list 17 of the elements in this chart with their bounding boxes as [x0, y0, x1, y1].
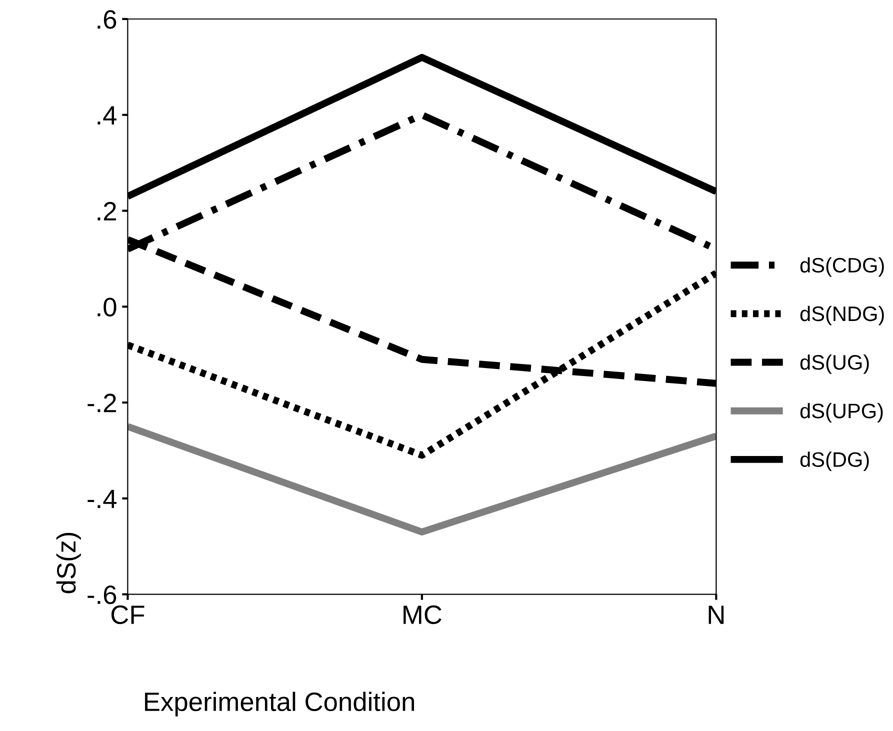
y-axis-title: dS(z) [56, 532, 81, 594]
y-tick-label: -.4 [88, 490, 117, 508]
y-tick-label: -.2 [88, 394, 116, 412]
legend-label: dS(UG) [800, 354, 869, 374]
y-tick-label: .6 [98, 10, 116, 29]
x-tick-label: CF [111, 605, 144, 624]
y-tick-label: .2 [98, 202, 116, 220]
y-tick-label: -.6 [88, 585, 116, 604]
y-tick-label: .4 [98, 106, 117, 124]
x-tick-label: MC [404, 605, 442, 624]
legend-label: dS(CDG) [800, 257, 884, 277]
legend-label: dS(UPG) [800, 403, 883, 422]
y-tick-label: .0 [98, 298, 116, 316]
legend-label: dS(DG) [800, 452, 869, 472]
x-tick-label: N [708, 606, 724, 624]
x-axis-title: Experimental Condition [145, 692, 414, 716]
legend-label: dS(NDG) [800, 306, 884, 326]
